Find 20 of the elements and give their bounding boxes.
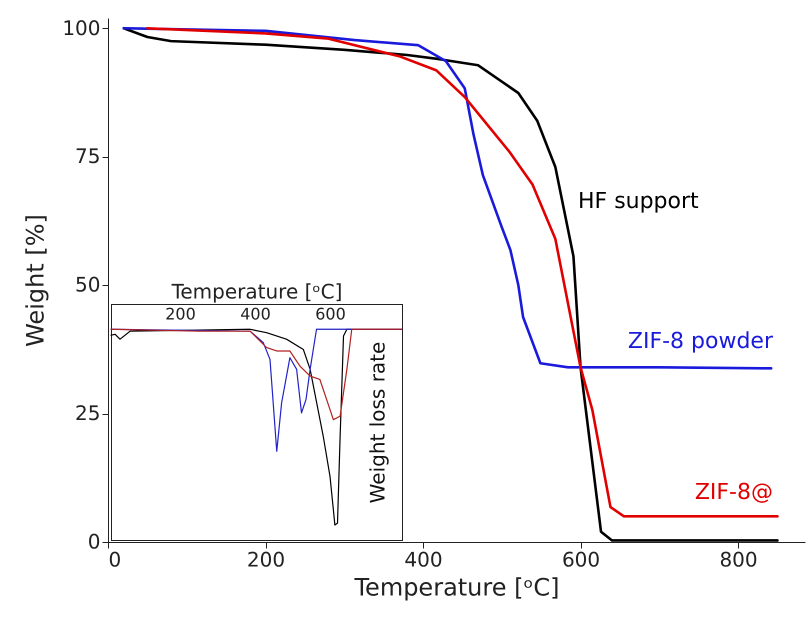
x-tick-label: 600 [315,304,346,324]
series-label: ZIF-8@ [694,480,773,505]
series-label: HF support [578,189,700,214]
y-tick-label: 100 [62,16,100,40]
x-tick-label: 600 [562,548,600,572]
y-tick-label: 50 [75,272,100,297]
y-tick-label: 75 [75,144,100,168]
x-axis-title: Temperature [ᵒC] [353,574,560,602]
x-tick-label: 400 [404,548,443,572]
x-axis-title: Temperature [ᵒC] [170,280,342,304]
x-tick-label: 400 [240,304,271,324]
y-axis-title: Weight loss rate [366,342,390,504]
x-tick-label: 0 [108,548,122,572]
y-tick-label: 25 [75,401,100,426]
x-tick-label: 200 [246,548,286,572]
x-tick-label: 800 [719,548,758,572]
x-tick-label: 200 [165,304,196,324]
y-axis-title: Weight [%] [21,214,50,347]
series-label: ZIF-8 powder [628,329,774,354]
y-tick-label: 0 [88,530,100,554]
